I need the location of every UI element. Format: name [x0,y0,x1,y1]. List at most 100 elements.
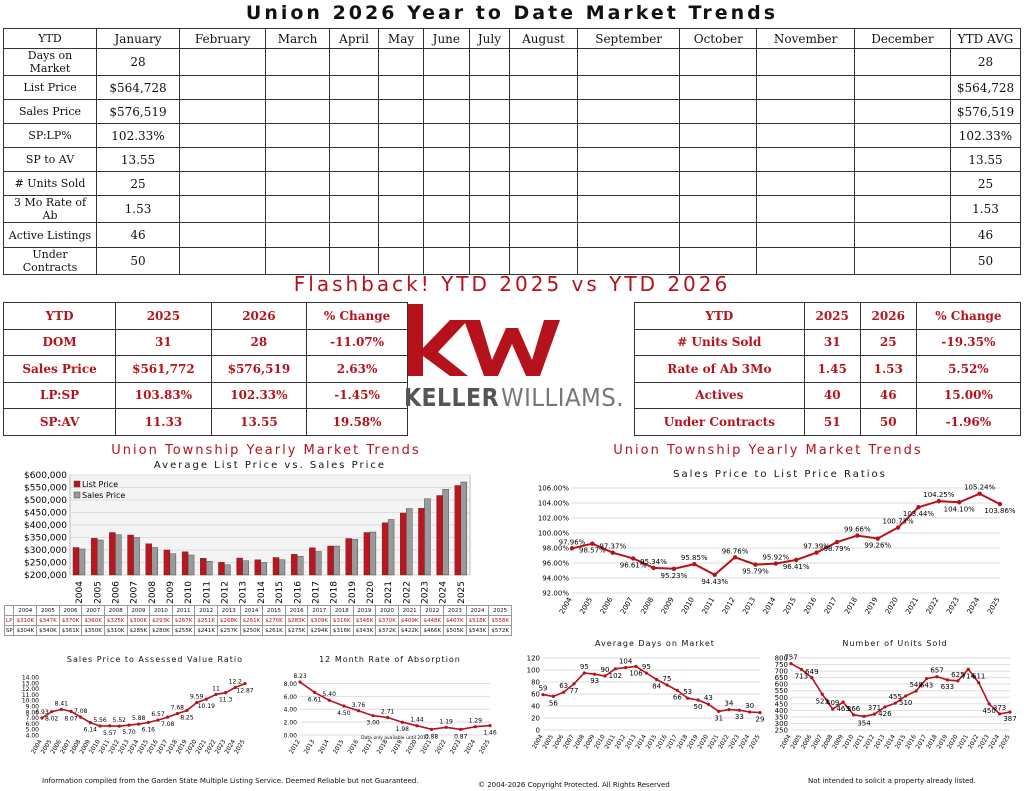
data-label: 1.29 [469,718,483,725]
price-sp-cell: $422K [397,625,422,636]
legend-swatch [73,480,81,488]
ytd-cell-january: 50 [96,246,180,275]
price-year-cell: 2010 [149,605,173,616]
ytd-header-cell: July [468,28,510,49]
data-label: 8.23 [293,673,307,680]
ytd-cell-empty [378,123,424,149]
data-point-2020 [706,702,710,706]
ytd-row-label: 3 Mo Rate of Ab [3,195,97,224]
data-label: 77 [570,687,579,695]
data-label: 56 [549,699,558,707]
ytd-cell-empty [378,171,424,197]
ytd-header-cell: April [328,28,380,49]
y-tick-label: $500,000 [24,496,67,506]
ytd-cell-empty [422,195,470,224]
x-tick-label: 2016 [293,581,303,604]
compare-row: Sales Price $561,772 $576,519 2.63% [2,355,408,383]
price-sp-cell: $255K [171,625,196,636]
data-label: 95 [642,663,651,671]
data-point-2018 [386,715,390,720]
compare-cell: 51 [803,408,861,436]
data-label: 104 [619,658,633,666]
data-point-2016 [914,689,918,693]
ytd-cell-january: $576,519 [96,99,180,125]
ytd-cell-empty [178,123,267,149]
compare-row: Under Contracts 51 50 -1.96% [634,408,1022,436]
bar-sales-2017 [315,551,322,576]
ytd-cell-empty [468,222,510,248]
data-label: 97.37% [599,543,626,551]
ytd-cell-empty [679,99,758,125]
price-lp-cell: $316K [330,615,354,626]
x-tick-label: 2006 [111,581,121,604]
data-label: 95.23% [661,572,688,580]
price-lp-cell: $270K [262,615,286,626]
ytd-cell-empty [679,195,758,224]
price-sp-cell: $294K [307,625,332,636]
price-year-cell: 2012 [194,605,218,616]
data-label: 95 [580,663,589,671]
compare-row: Actives 40 46 15.00% [634,381,1022,409]
compare-cell: 28 [210,328,308,356]
chart-title-absorption: 12 Month Rate of Absorption [319,655,461,664]
ytd-row: List Price $564,728 $564,728 [3,74,1021,101]
ytd-cell-empty [756,48,855,76]
ytd-cell-empty [265,195,330,224]
data-point-2023 [957,500,962,505]
data-label: 2.71 [381,709,395,716]
price-lp-cell: $370K [375,615,399,626]
price-lp-cell: $283K [284,615,309,626]
ytd-cell-empty [576,99,681,125]
compare-cell: $561,772 [115,355,212,383]
flashback-title: Flashback! YTD 2025 vs YTD 2026 [293,272,731,296]
x-tick-label: 2014 [317,738,331,755]
data-point-2025 [997,501,1003,507]
data-label: 0.87 [454,733,468,740]
price-lp-cell: $467K [443,615,467,626]
price-sp-cell: $350K [81,625,105,636]
ytd-cell-empty [468,123,510,149]
data-label: 98.57% [579,547,606,555]
ytd-cell-empty [265,246,330,275]
y-tick-label: $300,000 [24,546,67,556]
price-year-cell: 2008 [103,605,128,616]
data-point-2008 [582,671,586,675]
compare-cell: 5.52% [915,355,1022,383]
ytd-cell-empty [265,123,330,149]
data-label: 95.85% [681,554,708,562]
compare-table-right: YTD 2025 2026% Change # Units Sold 31 25 -19.3… [634,302,1022,436]
price-sp-cell: $316K [330,625,354,636]
data-label: 11 [212,685,220,692]
compare-cell: 19.58% [306,408,408,436]
data-label: 9.59 [190,694,204,701]
ytd-row-label: # Units Sold [3,171,97,197]
compare-table-left: YTD 2025 2026% Change DOM 31 28 -11.07% Sales P… [2,302,408,436]
y-tick-label: 13.00 [22,680,39,687]
price-year-cell: 2009 [126,605,151,616]
ytd-cell-empty [508,123,579,149]
compare-cell: SP:AV [2,408,117,436]
data-point-2023 [737,708,741,712]
chart-title-days-on-market: Average Days on Market [595,639,715,648]
x-tick-label: 2023 [449,738,463,755]
x-tick-label: 2023 [945,596,961,615]
ytd-cell-empty [508,147,579,173]
data-label: 1.46 [483,730,497,737]
compare-cell: 13.55 [210,408,308,436]
data-point-2021 [966,667,970,671]
ytd-cell-empty [508,195,579,224]
ytd-row: 3 Mo Rate of Ab 1.53 1.53 [3,195,1021,224]
data-point-2022 [444,725,448,729]
y-tick-label: 12.00 [22,686,39,693]
data-point-2009 [88,720,92,725]
chart-title-sp-lp: Sales Price to List Price Ratios [673,469,887,480]
bar-list-2018 [327,545,334,576]
ytd-cell-empty [756,222,855,248]
y-tick-label: 800 [775,655,788,663]
price-year-cell: 2025 [488,605,512,616]
bar-sales-2010 [187,554,195,576]
data-label: 1.98 [396,726,410,733]
data-point-2019 [945,678,950,682]
legend-label: Sales Price [82,491,125,500]
data-point-2004 [40,716,44,720]
